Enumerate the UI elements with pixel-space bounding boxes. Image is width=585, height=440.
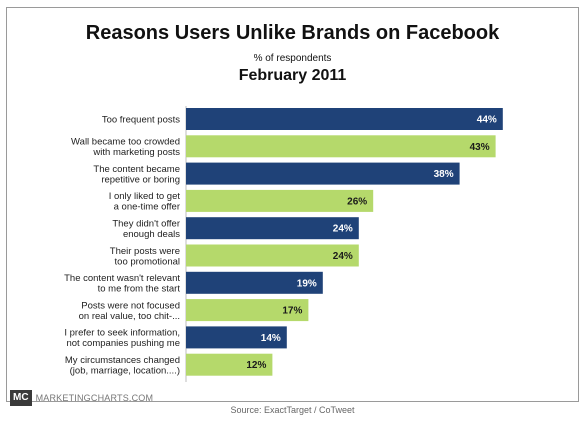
value-label-3: 26% (347, 196, 367, 207)
category-label-6: The content wasn't relevant to me from th… (64, 273, 180, 295)
category-label-7: Posts were not focused on real value, too… (79, 300, 180, 322)
category-label-5: Their posts were too promotional (110, 246, 180, 268)
category-label-1-line-0: Wall became too crowded (71, 137, 180, 148)
bar-5 (186, 244, 359, 267)
value-label-2: 38% (434, 169, 454, 180)
category-label-8: I prefer to seek information, not compani… (64, 328, 180, 350)
category-label-6-line-0: The content wasn't relevant (64, 273, 180, 284)
bar-4 (186, 217, 359, 240)
category-label-1: Wall became too crowded with marketing po… (71, 137, 180, 159)
category-label-3-line-1: a one-time offer (114, 202, 180, 213)
bar-0 (186, 108, 503, 130)
value-label-5: 24% (333, 251, 353, 262)
category-label-4-line-0: They didn't offer (112, 218, 180, 229)
category-label-2-line-1: repetitive or boring (101, 174, 180, 185)
value-label-0: 44% (477, 115, 497, 126)
source-note: Source: ExactTarget / CoTweet (230, 405, 355, 415)
bar-9 (186, 353, 273, 376)
category-label-6-line-1: to me from the start (98, 284, 181, 295)
bar-1 (186, 135, 496, 158)
category-label-3: I only liked to get a one-time offer (109, 191, 181, 213)
value-label-1: 43% (470, 142, 490, 153)
value-label-8: 14% (261, 333, 281, 344)
category-label-8-line-0: I prefer to seek information, (64, 328, 180, 339)
value-label-6: 19% (297, 278, 317, 289)
chart-subtitle: % of respondents (253, 53, 332, 64)
category-label-3-line-0: I only liked to get (109, 191, 181, 202)
category-label-5-line-0: Their posts were (110, 246, 180, 257)
category-label-4: They didn't offer enough deals (112, 218, 180, 240)
bar-3 (186, 189, 374, 212)
bar-6 (186, 271, 323, 294)
category-label-7-line-1: on real value, too chit-... (79, 311, 180, 322)
bar-2 (186, 162, 460, 185)
brand-name: MARKETINGCHARTS.COM (35, 393, 154, 403)
category-label-4-line-1: enough deals (123, 229, 180, 240)
category-label-0-line-0: Too frequent posts (102, 115, 180, 126)
category-label-8-line-1: not companies pushing me (66, 338, 180, 349)
brand: MC MARKETINGCHARTS.COM (10, 390, 153, 406)
bar-8 (186, 326, 287, 349)
category-label-1-line-1: with marketing posts (92, 147, 180, 158)
value-label-9: 12% (246, 360, 266, 371)
marketingcharts-logo: MC (10, 390, 32, 406)
category-label-0: Too frequent posts (102, 115, 180, 126)
category-label-9-line-1: (job, marriage, location....) (70, 365, 180, 376)
chart-date: February 2011 (238, 67, 347, 84)
category-label-9: My circumstances changed (job, marriage, … (65, 355, 180, 377)
category-label-2: The content became repetitive or boring (93, 164, 180, 186)
value-label-7: 17% (282, 306, 302, 317)
category-label-2-line-0: The content became (93, 164, 180, 175)
bar-chart: 44% Too frequent posts 43% Wall became too … (64, 106, 503, 382)
value-label-4: 24% (333, 224, 353, 235)
category-label-7-line-0: Posts were not focused (81, 300, 180, 311)
bar-7 (186, 299, 309, 322)
chart-title: Reasons Users Unlike Brands on Facebook (85, 22, 500, 44)
category-label-5-line-1: too promotional (115, 256, 180, 267)
category-label-9-line-0: My circumstances changed (65, 355, 180, 366)
